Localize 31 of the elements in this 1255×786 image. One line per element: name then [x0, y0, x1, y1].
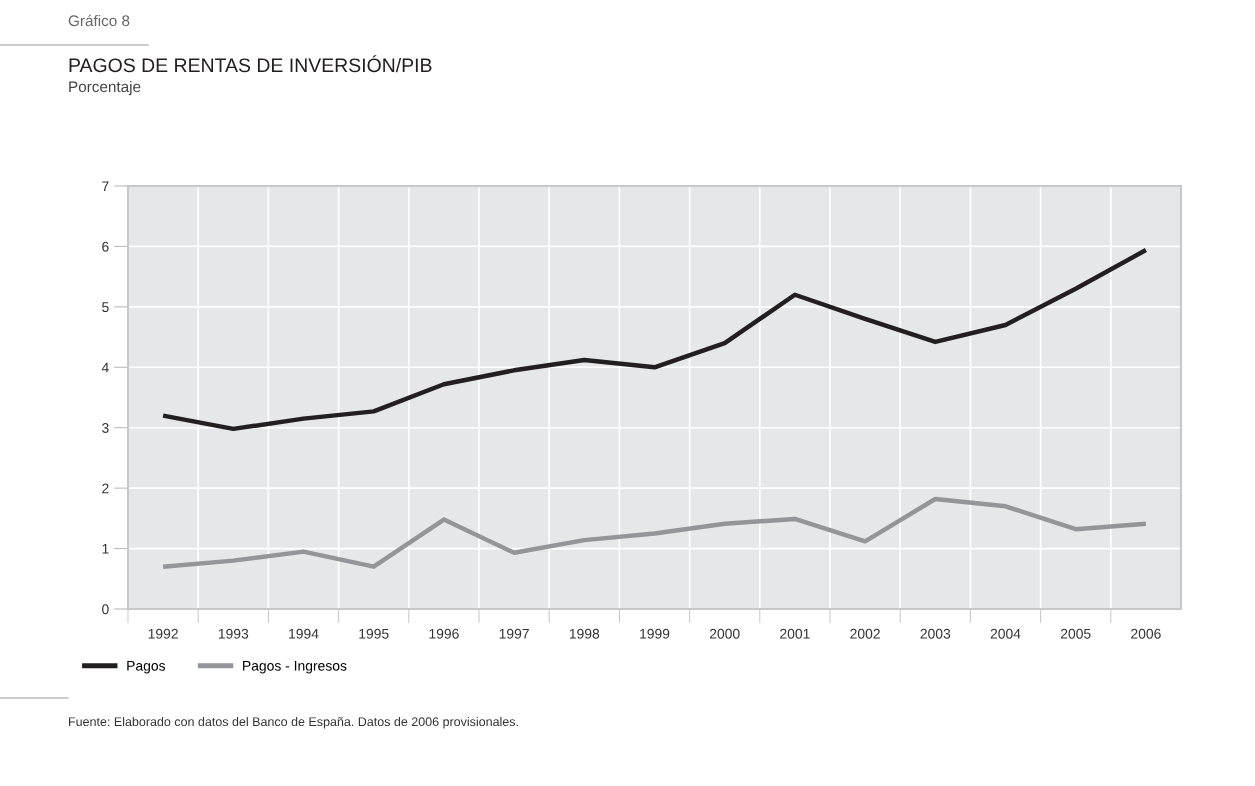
y-tick-label: 5	[102, 302, 109, 313]
x-tick-label: 1994	[289, 628, 319, 639]
y-tick-label: 6	[102, 241, 109, 252]
source-note: Fuente: Elaborado con datos del Banco de España. Datos de 2006 provisionales.	[69, 716, 518, 729]
x-tick-label: 1992	[148, 628, 178, 639]
x-tick-label: 2000	[709, 628, 740, 639]
y-tick-label: 0	[102, 604, 109, 615]
x-tick-label: 1999	[640, 628, 670, 639]
x-tick-label: 1993	[218, 628, 249, 639]
line-series	[160, 247, 1149, 432]
legend-label: Pagos - Ingresos	[243, 661, 347, 674]
x-tick-label: 1997	[499, 628, 529, 639]
y-tick-label: 2	[102, 483, 109, 494]
x-tick-label: 1998	[569, 628, 600, 639]
x-tick-label: 2005	[1060, 628, 1091, 639]
x-tick-label: 2003	[920, 628, 951, 639]
text: Gráfico 8	[68, 14, 130, 27]
y-tick-label: 7	[102, 181, 109, 192]
x-tick-label: 2002	[850, 628, 880, 639]
legend-label: Pagos	[127, 661, 166, 674]
x-tick-label: 1996	[429, 628, 459, 639]
chart-subtitle: Porcentaje	[69, 80, 141, 96]
y-tick-label: 1	[102, 544, 109, 554]
line-series	[160, 496, 1149, 569]
y-tick-label: 4	[101, 362, 109, 373]
chart-title: PAGOS DE RENTAS DE INVERSIÓN/PIB	[69, 55, 432, 73]
x-tick-label: 2006	[1131, 628, 1161, 639]
x-tick-label: 1995	[359, 628, 389, 639]
x-tick-label: 2004	[990, 628, 1021, 639]
y-tick-label: 3	[102, 423, 109, 433]
x-tick-label: 2001	[780, 628, 810, 639]
